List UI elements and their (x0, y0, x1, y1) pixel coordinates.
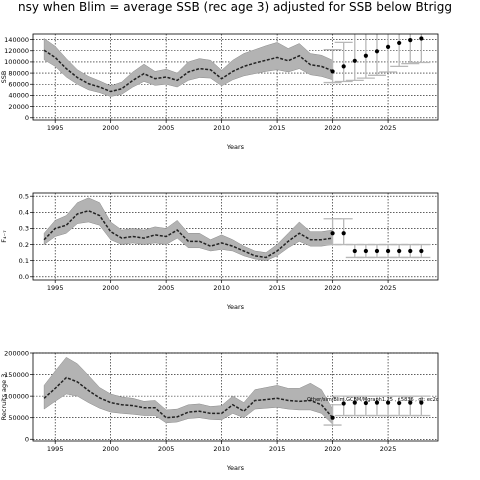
x-tick-label: 2010 (213, 445, 230, 453)
plot-area (43, 34, 431, 97)
projection-point (352, 400, 357, 405)
x-tick-label: 1995 (47, 284, 64, 292)
x-tick-label: 2005 (158, 445, 175, 453)
x-tick-label: 2005 (158, 124, 175, 132)
projection-point (330, 69, 335, 74)
panel-2: 1995 2000 2005 2010 2015 2020 2025 0.0 0.1 0.2 0.3… (0, 192, 439, 311)
projection-point (341, 64, 346, 69)
axes-frame (32, 352, 439, 442)
x-tick-label: 2025 (380, 124, 397, 132)
projection-point (397, 248, 402, 254)
projection-point (374, 248, 380, 254)
x-tick-label: 2020 (324, 124, 341, 132)
x-tick-label: 2000 (102, 284, 119, 292)
y-axis-label: SSB (0, 71, 8, 84)
x-tick-label: 1995 (47, 445, 64, 453)
x-tick-label: 2010 (213, 284, 230, 292)
median-line (43, 49, 333, 93)
plot-area (43, 356, 431, 426)
y-tick-label: 0.4 (19, 209, 29, 217)
y-tick-label: 50000 (8, 414, 29, 422)
y-tick-label: 120000 (4, 47, 29, 55)
panel-3: 1995 2000 2005 2010 2015 2020 2025 0 50000 100000… (0, 349, 439, 472)
projection-point (408, 248, 413, 254)
y-tick-label: 0.5 (19, 193, 29, 201)
projection-point (374, 49, 380, 54)
projection-point (408, 38, 413, 43)
x-axis-label: Years (226, 143, 245, 151)
x-tick-label: 1995 (47, 124, 64, 132)
y-tick-label: 0.1 (19, 257, 29, 265)
uncertainty-band (43, 37, 333, 97)
x-tick-label: 2015 (269, 445, 286, 453)
x-tick-label: 2025 (380, 445, 397, 453)
projection-point (385, 400, 391, 405)
axes-frame (32, 33, 439, 121)
median-line (43, 209, 333, 259)
projection-point (385, 248, 391, 254)
y-tick-label: 140000 (4, 36, 29, 44)
y-tick-label: 0.0 (19, 273, 29, 281)
uncertainty-band (43, 197, 333, 261)
projection-point (385, 44, 391, 49)
x-tick-label: 2015 (269, 284, 286, 292)
y-tick-label: 20000 (8, 103, 29, 111)
x-tick-label: 2010 (213, 124, 230, 132)
x-tick-label: 2005 (158, 284, 175, 292)
x-tick-label: 2015 (269, 124, 286, 132)
x-tick-label: 2020 (324, 284, 341, 292)
projection-point (419, 36, 424, 41)
y-tick-label: 0 (25, 436, 29, 444)
projection-point (397, 40, 402, 46)
x-tick-label: 2000 (102, 124, 119, 132)
y-axis-label: F₄₋₇ (0, 230, 8, 243)
projection-point (352, 58, 357, 63)
x-tick-label: 2000 (102, 445, 119, 453)
y-tick-label: 0.2 (19, 241, 29, 249)
y-tick-label: 200000 (4, 349, 29, 357)
projection-point (330, 231, 335, 236)
projection-point (363, 248, 368, 254)
projection-point (419, 248, 424, 254)
y-tick-label: 100000 (4, 392, 29, 400)
projection-point (341, 401, 346, 406)
x-tick-label: 2020 (324, 445, 341, 453)
x-axis-label: Years (226, 303, 245, 311)
x-tick-label: 2025 (380, 284, 397, 292)
panel-1: 1995 2000 2005 2010 2015 2020 2025 0 20000 40000 6… (0, 33, 439, 151)
y-tick-label: 0 (25, 114, 29, 122)
x-axis-label: Years (226, 464, 245, 472)
y-tick-label: 80000 (8, 69, 29, 77)
median-line (43, 376, 334, 419)
projection-point (397, 400, 402, 406)
y-tick-label: 150000 (4, 371, 29, 379)
annotation-text: Other/sim/Blim.GCBM/Mgraph1.25 , r.5836 … (307, 397, 439, 403)
projection-point (341, 231, 346, 236)
figure-title: nsy when Blim = average SSB (rec age 3) … (18, 0, 452, 14)
projection-point (363, 400, 368, 406)
projection-point (374, 400, 380, 405)
uncertainty-band (43, 356, 333, 425)
projection-point (352, 248, 357, 254)
axes-frame (32, 192, 439, 281)
y-tick-label: 60000 (8, 81, 29, 89)
projection-point (419, 400, 424, 405)
projection-point (408, 400, 413, 405)
y-axis-label: Recruits age 3 (0, 374, 8, 421)
y-tick-label: 40000 (8, 92, 29, 100)
projection-point (330, 415, 335, 420)
y-tick-label: 0.3 (19, 225, 29, 233)
plot-area (43, 197, 431, 261)
y-tick-label: 100000 (4, 58, 29, 66)
projection-point (363, 53, 368, 58)
